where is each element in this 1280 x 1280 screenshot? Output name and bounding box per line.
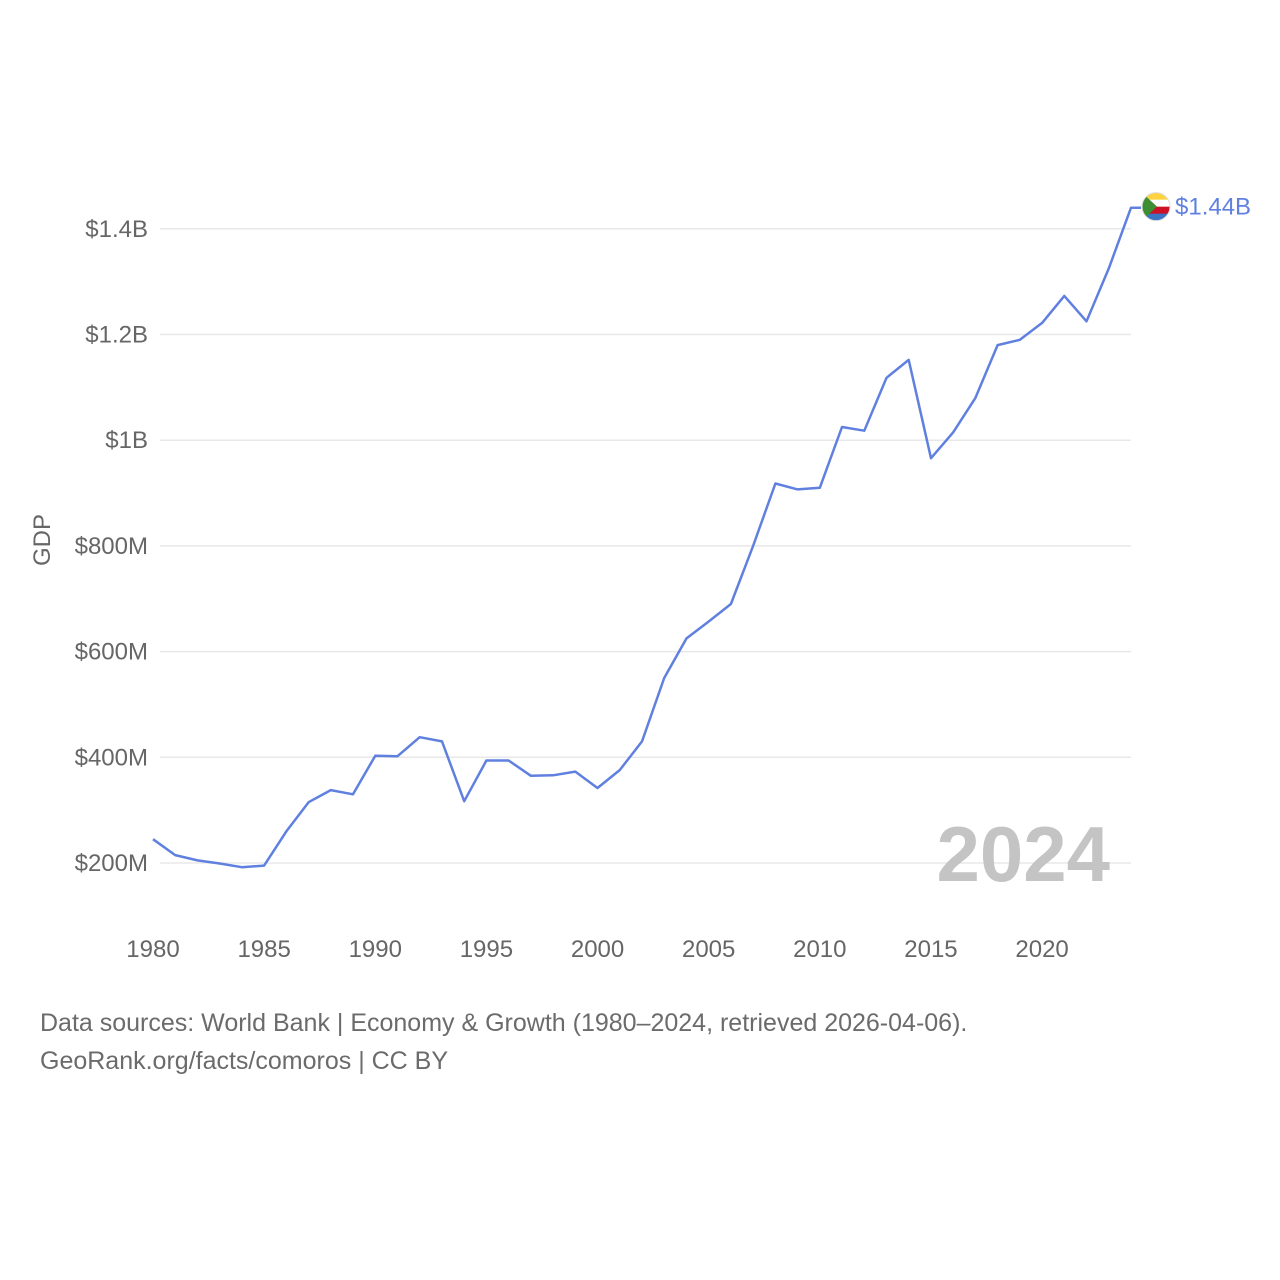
year-annotation: 2024 [936,810,1110,898]
x-tick-label: 2015 [904,936,957,963]
y-tick-label: $600M [75,639,148,666]
comoros-flag-icon [1141,192,1171,222]
y-tick-label: $200M [75,850,148,877]
y-tick-label: $1.4B [85,216,148,243]
series-end-value-label: $1.44B [1175,194,1251,221]
y-tick-label: $1.2B [85,322,148,349]
x-tick-label: 2005 [682,936,735,963]
y-tick-label: $800M [75,533,148,560]
source-line-1: Data sources: World Bank | Economy & Gro… [40,1009,968,1037]
x-tick-label: 1985 [237,936,290,963]
y-axis-ticks: $200M $400M $600M $800M $1B $1.2B $1.4B [75,216,148,877]
x-tick-label: 2010 [793,936,846,963]
gdp-series-line [152,206,1141,869]
grid-lines [160,228,1131,864]
y-tick-label: $1B [105,427,148,454]
x-tick-label: 1995 [460,936,513,963]
x-tick-label: 1990 [349,936,402,963]
y-axis-title: GDP [29,514,56,566]
x-tick-label: 2020 [1015,936,1068,963]
source-note: Data sources: World Bank | Economy & Gro… [40,1004,967,1080]
x-tick-label: 2000 [571,936,624,963]
source-line-2: GeoRank.org/facts/comoros | CC BY [40,1047,449,1075]
x-axis-ticks: 1980 1985 1990 1995 2000 2005 2010 2015 2020 [126,936,1068,963]
y-tick-label: $400M [75,744,148,771]
x-tick-label: 1980 [126,936,179,963]
